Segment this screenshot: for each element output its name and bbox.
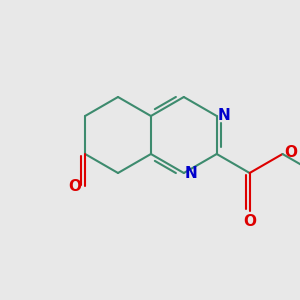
Text: O: O	[284, 145, 297, 160]
Text: N: N	[184, 167, 197, 182]
Text: O: O	[243, 214, 256, 229]
Text: O: O	[69, 179, 82, 194]
Text: N: N	[218, 107, 230, 122]
